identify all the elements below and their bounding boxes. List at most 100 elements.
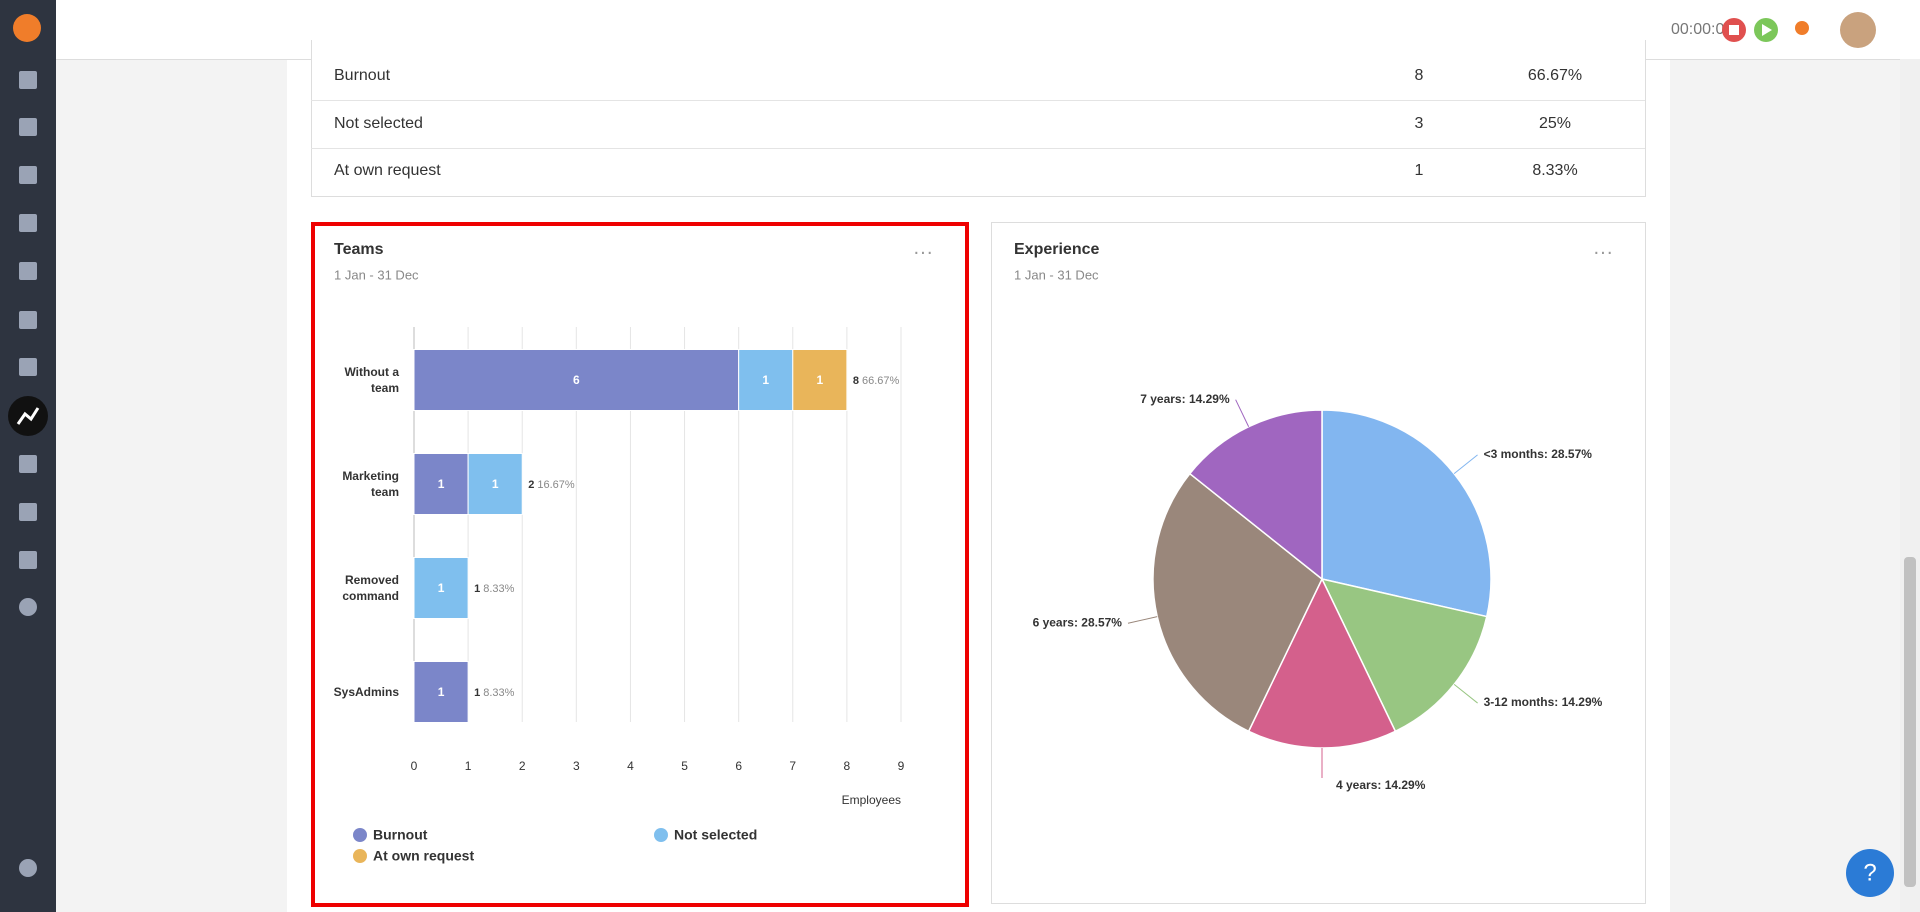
cell-label: At own request bbox=[334, 162, 441, 179]
x-tick-label: 0 bbox=[411, 759, 418, 773]
legend-label: At own request bbox=[373, 848, 474, 864]
total-label: 8 bbox=[853, 375, 859, 387]
bar-segment bbox=[738, 349, 794, 411]
menu-dots[interactable]: ··· bbox=[1593, 241, 1613, 263]
bar-segment bbox=[413, 661, 469, 723]
bar-label: 1 bbox=[438, 581, 445, 595]
leader-line bbox=[1235, 399, 1250, 427]
table-card bbox=[311, 40, 1646, 197]
scroll-thumb[interactable] bbox=[1904, 557, 1916, 887]
nav-icon[interactable] bbox=[19, 166, 37, 184]
nav-icon[interactable] bbox=[19, 71, 37, 89]
cell-label: Not selected bbox=[334, 115, 423, 132]
cell-count: 8 bbox=[1415, 67, 1424, 84]
pie-slice bbox=[1321, 409, 1492, 618]
legend-label: Burnout bbox=[373, 827, 428, 843]
x-tick-label: 7 bbox=[789, 759, 796, 773]
cell-count: 3 bbox=[1415, 115, 1424, 132]
total-percent: 8.33% bbox=[483, 687, 514, 699]
pie-slice bbox=[1320, 577, 1488, 733]
nav-active-icon bbox=[16, 407, 40, 425]
nav-icon[interactable] bbox=[19, 358, 37, 376]
leader-line bbox=[1453, 454, 1478, 475]
x-tick-label: 8 bbox=[844, 759, 851, 773]
nav-icon[interactable] bbox=[19, 262, 37, 280]
bar-segment bbox=[467, 453, 523, 515]
x-axis-label: Employees bbox=[842, 793, 901, 807]
cell-count: 1 bbox=[1415, 162, 1424, 179]
pie-slice bbox=[1247, 577, 1397, 749]
bar-segment bbox=[792, 349, 848, 411]
help-icon: ? bbox=[1863, 859, 1876, 886]
x-tick-label: 9 bbox=[898, 759, 905, 773]
legend-swatch bbox=[353, 849, 367, 863]
total-percent: 8.33% bbox=[483, 583, 514, 595]
settings-icon[interactable] bbox=[19, 859, 37, 877]
nav-icon[interactable] bbox=[19, 455, 37, 473]
pie-label: 4 years: 14.29% bbox=[1336, 778, 1426, 792]
bar-label: 1 bbox=[762, 373, 769, 387]
legend-swatch bbox=[353, 828, 367, 842]
nav-icons bbox=[19, 71, 37, 877]
avatar[interactable] bbox=[1840, 12, 1876, 48]
pie-label: <3 months: 28.57% bbox=[1484, 447, 1593, 461]
total-label: 1 bbox=[474, 687, 480, 699]
play-icon bbox=[1762, 24, 1772, 36]
y-tick-label: Without a team bbox=[344, 365, 399, 395]
pie-label: 3-12 months: 14.29% bbox=[1484, 695, 1603, 709]
bar-label: 1 bbox=[438, 477, 445, 491]
bar-segment bbox=[413, 557, 469, 619]
bar-segment bbox=[413, 349, 740, 411]
help-button[interactable] bbox=[1846, 849, 1894, 897]
cell-percent: 8.33% bbox=[1532, 162, 1577, 179]
nav-icon[interactable] bbox=[19, 551, 37, 569]
notifications[interactable] bbox=[1795, 21, 1809, 35]
y-tick-label: SysAdmins bbox=[333, 685, 399, 699]
row-divider bbox=[311, 148, 1645, 149]
total-percent: 66.67% bbox=[862, 375, 900, 387]
bar-segment bbox=[413, 453, 469, 515]
nav-icon[interactable] bbox=[19, 311, 37, 329]
nav-icon[interactable] bbox=[19, 503, 37, 521]
bar-label: 6 bbox=[573, 373, 580, 387]
nav-icon[interactable] bbox=[19, 118, 37, 136]
row-divider bbox=[311, 100, 1645, 101]
card-title: Experience bbox=[1014, 241, 1099, 258]
menu-dots[interactable]: ··· bbox=[913, 241, 933, 263]
total-percent: 16.67% bbox=[537, 479, 575, 491]
pie-slice bbox=[1188, 409, 1323, 581]
nav-icon[interactable] bbox=[19, 214, 37, 232]
logo[interactable] bbox=[13, 14, 41, 42]
x-tick-label: 6 bbox=[735, 759, 742, 773]
cell-label: Burnout bbox=[334, 67, 391, 84]
y-tick-label: Marketing team bbox=[342, 469, 399, 499]
leader-line bbox=[1453, 683, 1478, 704]
card-title: Teams bbox=[334, 241, 384, 258]
legend-swatch bbox=[654, 828, 668, 842]
x-tick-label: 2 bbox=[519, 759, 526, 773]
pie-label: 7 years: 14.29% bbox=[1140, 392, 1230, 406]
total-label: 2 bbox=[528, 479, 534, 491]
bar-label: 1 bbox=[816, 373, 823, 387]
legend-label: Not selected bbox=[674, 827, 757, 843]
timer: 00:00:05 bbox=[1671, 21, 1733, 38]
x-tick-label: 1 bbox=[465, 759, 472, 773]
x-tick-label: 3 bbox=[573, 759, 580, 773]
card-subtitle: 1 Jan - 31 Dec bbox=[1014, 267, 1099, 282]
leader-line bbox=[1127, 616, 1158, 624]
stop-icon bbox=[1729, 25, 1739, 35]
x-tick-label: 4 bbox=[627, 759, 634, 773]
cell-percent: 66.67% bbox=[1528, 67, 1582, 84]
bar-label: 1 bbox=[492, 477, 499, 491]
card-subtitle: 1 Jan - 31 Dec bbox=[334, 267, 419, 282]
bar-label: 1 bbox=[438, 685, 445, 699]
x-tick-label: 5 bbox=[681, 759, 688, 773]
total-label: 1 bbox=[474, 583, 480, 595]
pie-label: 6 years: 28.57% bbox=[1033, 615, 1123, 629]
pie-slice bbox=[1152, 472, 1323, 733]
y-tick-label: Removed command bbox=[342, 573, 399, 603]
nav-icon[interactable] bbox=[19, 598, 37, 616]
cell-percent: 25% bbox=[1539, 115, 1571, 132]
